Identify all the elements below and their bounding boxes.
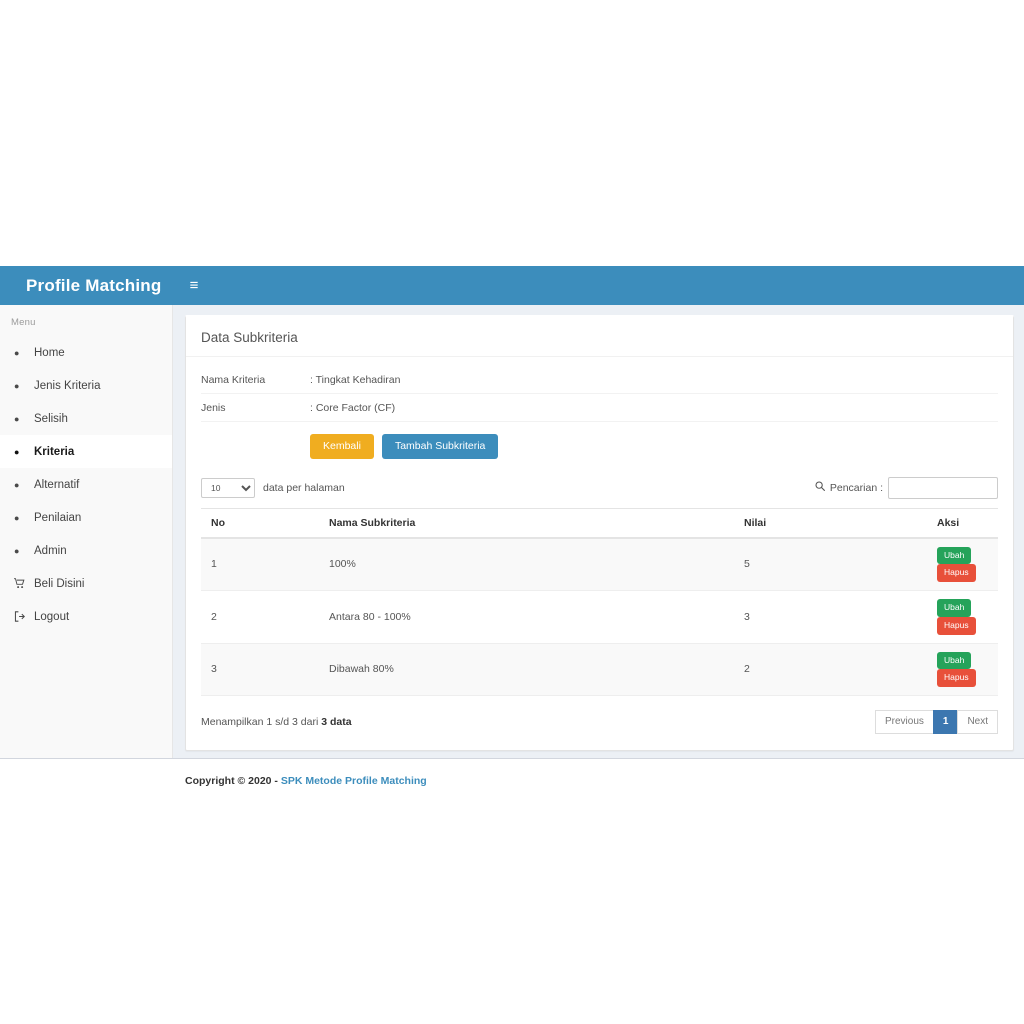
cell-nilai: 3	[734, 590, 927, 644]
sidebar-item-label: Alternatif	[34, 478, 80, 491]
column-header-aksi[interactable]: Aksi	[927, 507, 998, 539]
info-value: : Core Factor (CF)	[310, 401, 396, 414]
cell-nama: Dibawah 80%	[319, 643, 734, 697]
hamburger-menu-icon[interactable]: ≡	[189, 277, 199, 294]
edit-button[interactable]: Ubah	[937, 651, 972, 670]
sidebar-item-label: Jenis Kriteria	[34, 379, 101, 392]
subkriteria-table: No Nama Subkriteria Nilai Aksi 1 100% 5	[201, 507, 998, 697]
cell-aksi: Ubah Hapus	[927, 590, 998, 644]
page-length-group: 10 25 50 100 data per halaman	[201, 477, 345, 498]
search-input[interactable]	[888, 476, 998, 499]
add-subkriteria-button[interactable]: Tambah Subkriteria	[381, 434, 499, 459]
edit-button[interactable]: Ubah	[937, 546, 972, 565]
copyright-text: Copyright © 2020 -	[185, 774, 281, 787]
sidebar-item-label: Beli Disini	[34, 577, 85, 590]
content-area: Data Subkriteria Nama Kriteria : Tingkat…	[173, 305, 1024, 758]
info-label: Nama Kriteria	[201, 373, 266, 386]
circle-icon: ●	[14, 545, 20, 556]
table-toolbar: 10 25 50 100 data per halaman	[201, 465, 998, 508]
info-label: Jenis	[201, 401, 226, 414]
app-root: Profile Matching ≡ Menu ● Home ● Jenis K…	[0, 266, 1024, 758]
page-length-select[interactable]: 10 25 50 100	[201, 477, 255, 498]
data-subkriteria-panel: Data Subkriteria Nama Kriteria : Tingkat…	[185, 315, 1014, 752]
circle-icon: ●	[14, 446, 20, 457]
table-header-row: No Nama Subkriteria Nilai Aksi	[201, 507, 998, 539]
pagination: Previous 1 Next	[874, 710, 998, 735]
cell-aksi: Ubah Hapus	[927, 537, 998, 592]
info-value: : Tingkat Kehadiran	[310, 373, 401, 386]
sidebar-item-label: Penilaian	[34, 511, 82, 524]
top-navbar: Profile Matching ≡	[0, 266, 1024, 305]
sidebar-item-alternatif[interactable]: ● Alternatif	[0, 468, 172, 501]
sidebar-item-admin[interactable]: ● Admin	[0, 534, 172, 567]
sidebar-item-beli-disini[interactable]: Beli Disini	[0, 567, 172, 600]
delete-button[interactable]: Hapus	[937, 564, 976, 583]
sidebar-item-jenis-kriteria[interactable]: ● Jenis Kriteria	[0, 369, 172, 402]
sidebar-item-label: Admin	[34, 544, 67, 557]
logout-icon	[14, 611, 34, 622]
sidebar-section-label: Menu	[11, 317, 36, 328]
page-title: Data Subkriteria	[186, 318, 1013, 357]
cell-nilai: 5	[734, 537, 927, 592]
info-row-jenis: Jenis : Core Factor (CF)	[201, 394, 998, 422]
search-label: Pencarian :	[829, 481, 883, 494]
circle-icon: ●	[14, 380, 20, 391]
circle-icon: ●	[14, 413, 20, 424]
copyright: Copyright © 2020 - SPK Metode Profile Ma…	[0, 775, 427, 787]
circle-icon: ●	[14, 512, 20, 523]
cell-no: 1	[201, 537, 319, 592]
action-button-row: Kembali Tambah Subkriteria	[201, 422, 998, 465]
table-footer: Menampilkan 1 s/d 3 dari 3 data Previous…	[201, 696, 998, 738]
sidebar: Menu ● Home ● Jenis Kriteria ● Selisih ●…	[0, 305, 173, 758]
cell-nilai: 2	[734, 643, 927, 697]
cell-aksi: Ubah Hapus	[927, 643, 998, 697]
cell-nama: Antara 80 - 100%	[319, 590, 734, 644]
pagination-previous[interactable]: Previous	[874, 710, 934, 735]
app-brand[interactable]: Profile Matching	[0, 266, 173, 305]
back-button[interactable]: Kembali	[310, 434, 374, 459]
delete-button[interactable]: Hapus	[937, 616, 976, 635]
sidebar-item-label: Kriteria	[34, 445, 75, 458]
sidebar-item-label: Selisih	[34, 412, 68, 425]
table-row: 2 Antara 80 - 100% 3 Ubah Hapus	[201, 590, 998, 644]
pagination-page-1[interactable]: 1	[932, 710, 959, 735]
table-row: 1 100% 5 Ubah Hapus	[201, 537, 998, 592]
sidebar-item-kriteria[interactable]: ● Kriteria	[0, 435, 172, 468]
table-info-total: 3 data	[321, 716, 352, 729]
delete-button[interactable]: Hapus	[937, 669, 976, 688]
table-info: Menampilkan 1 s/d 3 dari 3 data	[201, 716, 352, 728]
column-header-nama[interactable]: Nama Subkriteria	[319, 507, 734, 539]
search-icon	[815, 481, 825, 494]
cell-nama: 100%	[319, 537, 734, 592]
cell-no: 2	[201, 590, 319, 644]
sidebar-item-home[interactable]: ● Home	[0, 336, 172, 369]
column-header-no[interactable]: No	[201, 507, 319, 539]
page-length-label: data per halaman	[263, 481, 345, 494]
circle-icon: ●	[14, 479, 20, 490]
sidebar-item-logout[interactable]: Logout	[0, 600, 172, 633]
sidebar-item-label: Logout	[34, 610, 70, 623]
sidebar-item-penilaian[interactable]: ● Penilaian	[0, 501, 172, 534]
pagination-next[interactable]: Next	[957, 710, 998, 735]
cart-icon	[14, 578, 34, 589]
info-row-nama-kriteria: Nama Kriteria : Tingkat Kehadiran	[201, 366, 998, 394]
circle-icon: ●	[14, 347, 20, 358]
table-info-prefix: Menampilkan 1 s/d 3 dari	[201, 716, 322, 729]
table-row: 3 Dibawah 80% 2 Ubah Hapus	[201, 643, 998, 697]
column-header-nilai[interactable]: Nilai	[734, 507, 927, 539]
sidebar-item-label: Home	[34, 346, 65, 359]
panel-body: Nama Kriteria : Tingkat Kehadiran Jenis …	[186, 357, 1013, 750]
page-footer: Copyright © 2020 - SPK Metode Profile Ma…	[0, 758, 1024, 802]
edit-button[interactable]: Ubah	[937, 599, 972, 617]
cell-no: 3	[201, 643, 319, 697]
sidebar-item-selisih[interactable]: ● Selisih	[0, 402, 172, 435]
search-group: Pencarian :	[815, 476, 998, 499]
footer-link[interactable]: SPK Metode Profile Matching	[280, 774, 427, 787]
